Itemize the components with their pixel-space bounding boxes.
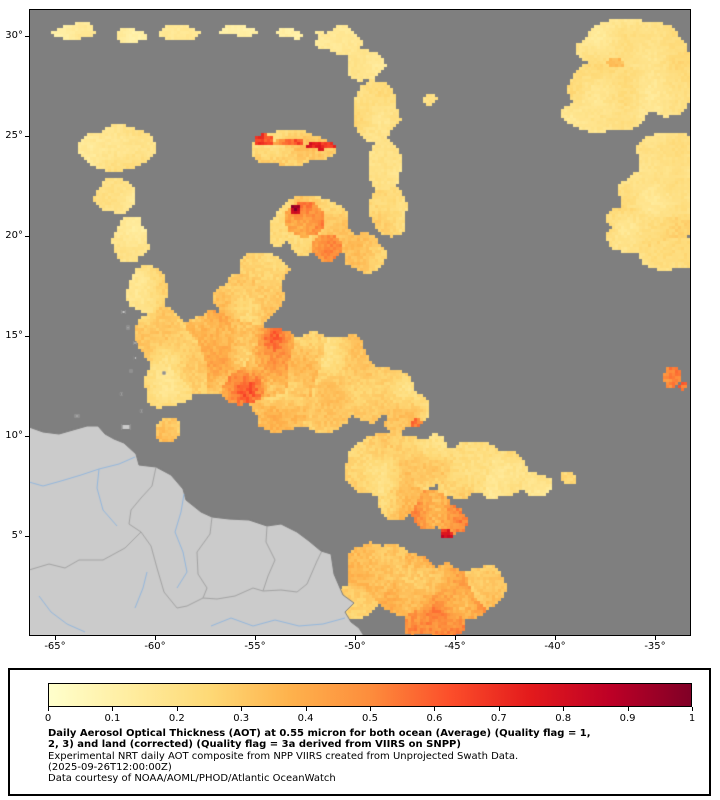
colorbar-tick-label: 0.5 [362, 713, 378, 724]
colorbar-tick-label: 0.1 [104, 713, 121, 724]
caption-timestamp: (2025-09-26T12:00:00Z) [48, 762, 172, 773]
colorbar-tick-label: 0.4 [297, 713, 314, 724]
x-tick-mark [355, 636, 356, 640]
y-tick-mark [25, 136, 29, 137]
y-tick-mark [25, 336, 29, 337]
caption-line-1: Daily Aerosol Optical Thickness (AOT) at… [48, 728, 591, 739]
y-tick-label: 25° [5, 130, 23, 141]
y-tick-mark [25, 436, 29, 437]
x-tick-mark [55, 636, 56, 640]
x-tick-mark [655, 636, 656, 640]
colorbar-tick-label: 0.3 [233, 713, 250, 724]
y-tick-label: 10° [5, 430, 23, 441]
colorbar-tick-mark [498, 707, 500, 711]
x-tick-mark [155, 636, 156, 640]
y-tick-label: 30° [5, 30, 23, 41]
y-tick-label: 15° [5, 330, 23, 341]
colorbar-tick-label: 0.7 [490, 713, 507, 724]
y-tick-label: 5° [11, 530, 23, 541]
colorbar-tick-mark [241, 707, 243, 711]
caption-credit: Data courtesy of NOAA/AOML/PHOD/Atlantic… [48, 773, 336, 784]
colorbar-tick-mark [305, 707, 307, 711]
y-tick-mark [25, 536, 29, 537]
caption-line-3: Experimental NRT daily AOT composite fro… [48, 751, 519, 762]
caption-line-2: 2, 3) and land (corrected) (Quality flag… [48, 739, 461, 750]
x-tick-label: -50° [344, 641, 366, 652]
colorbar-tick-mark [112, 707, 114, 711]
colorbar-tick-mark [48, 707, 49, 711]
y-tick-mark [25, 236, 29, 237]
colorbar-caption-box: 0 0.1 0.2 0.3 0.4 0.5 0.6 0.7 0.8 0.9 1 Daily Aero… [8, 668, 711, 796]
x-tick-label: -40° [544, 641, 566, 652]
colorbar-tick-label: 0.8 [555, 713, 572, 724]
y-tick-label: 20° [5, 230, 23, 241]
x-tick-label: -60° [144, 641, 166, 652]
aot-map-canvas [30, 10, 690, 635]
x-tick-mark [255, 636, 256, 640]
colorbar-tick-label: 0.2 [168, 713, 185, 724]
x-tick-mark [455, 636, 456, 640]
colorbar-tick-mark [627, 707, 629, 711]
colorbar-tick-label: 0.9 [619, 713, 636, 724]
x-tick-label: -65° [44, 641, 66, 652]
colorbar-tick-mark [434, 707, 436, 711]
x-tick-label: -35° [644, 641, 666, 652]
colorbar-tick-label: 0.6 [426, 713, 443, 724]
y-tick-mark [25, 36, 29, 37]
map-plot-area [29, 9, 691, 636]
x-tick-label: -55° [244, 641, 266, 652]
colorbar-tick-mark [563, 707, 565, 711]
colorbar-tick-label: 1 [688, 713, 696, 724]
colorbar-tick-label: 0 [44, 713, 52, 724]
x-tick-label: -45° [444, 641, 466, 652]
colorbar-tick-mark [370, 707, 371, 711]
colorbar-tick-mark [176, 707, 178, 711]
colorbar-tick-mark [692, 707, 693, 711]
colorbar-gradient [48, 683, 692, 707]
x-tick-mark [555, 636, 556, 640]
